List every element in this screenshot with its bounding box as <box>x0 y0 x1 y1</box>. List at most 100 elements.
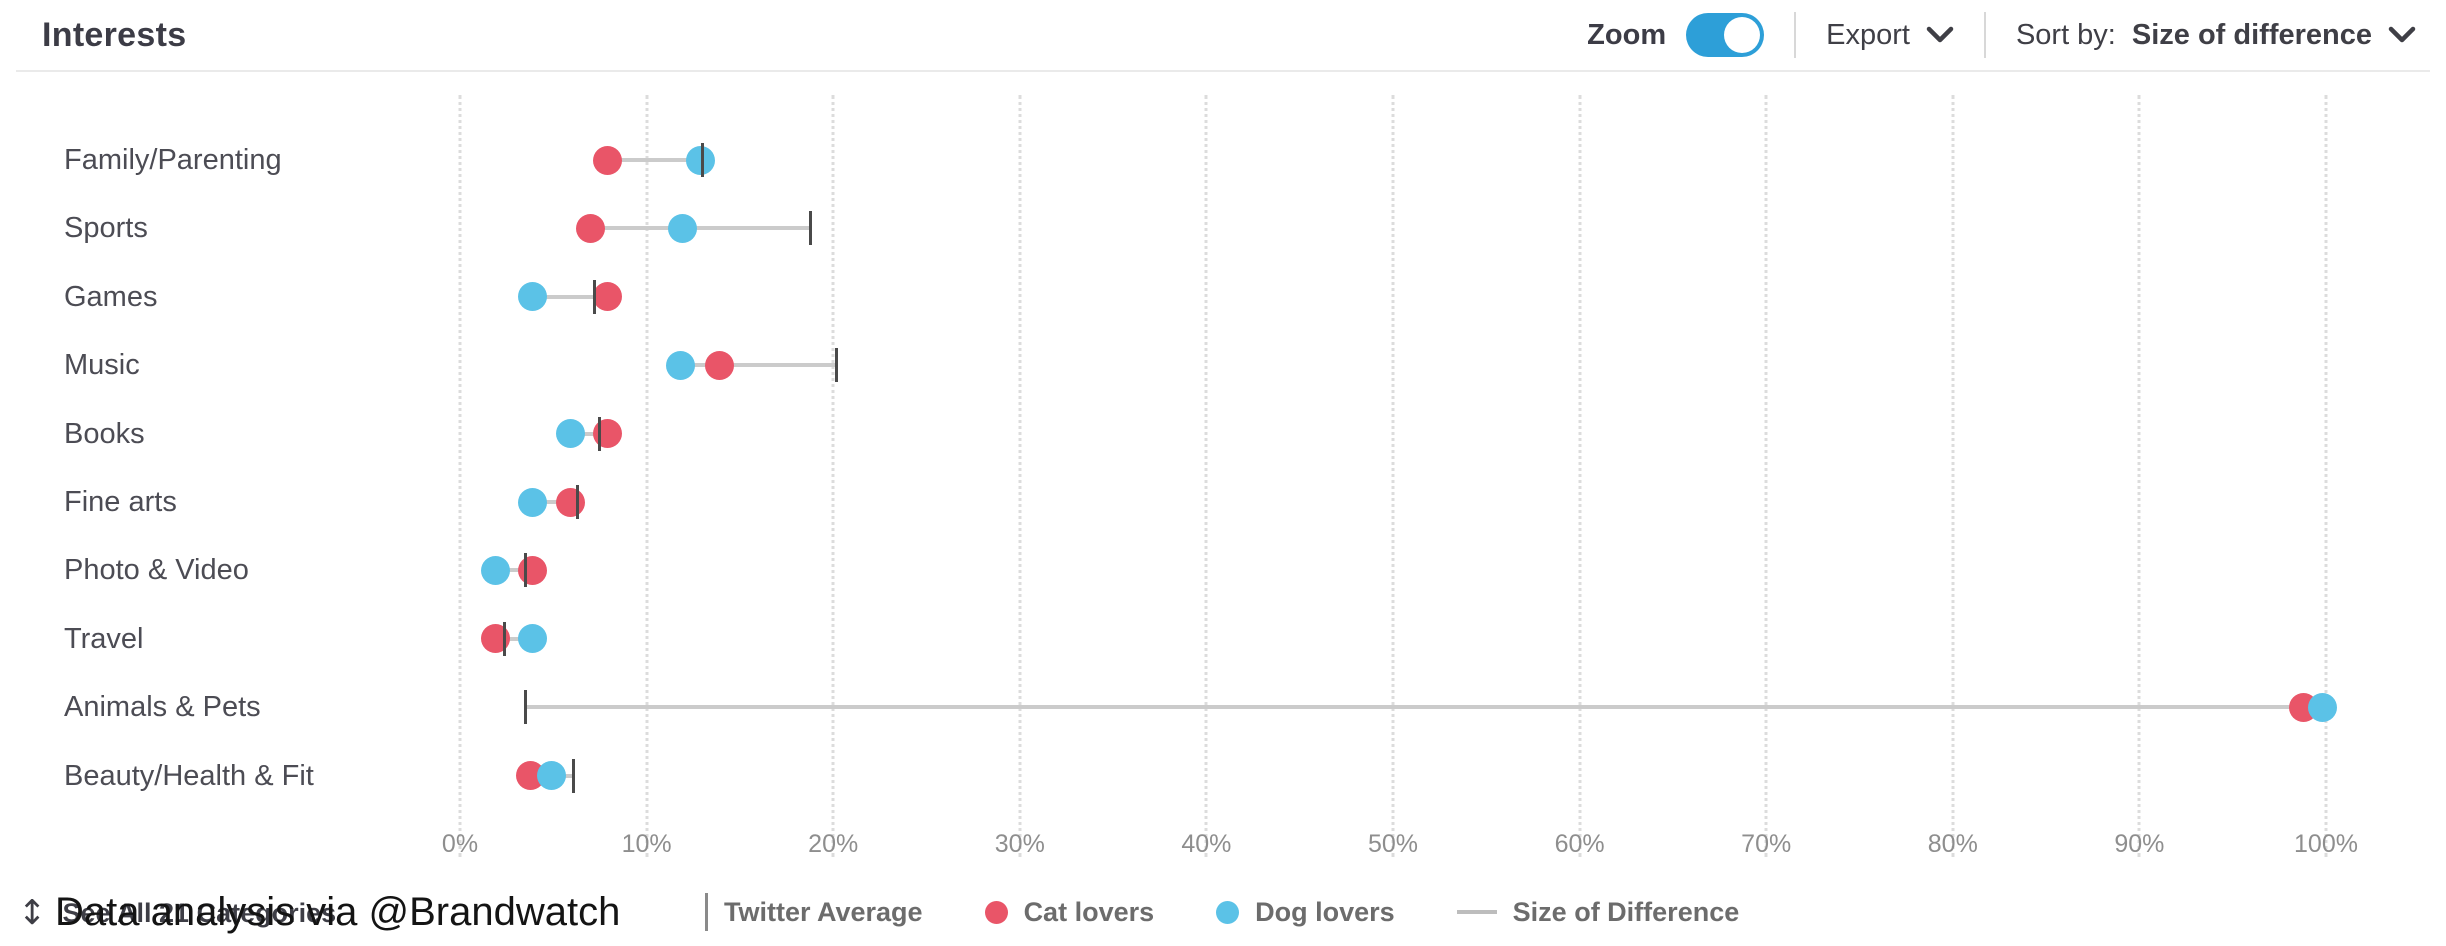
gridline <box>1764 95 1768 857</box>
chevron-down-icon <box>1926 19 1954 52</box>
category-label: Fine arts <box>64 486 177 518</box>
cat-lovers-dot[interactable] <box>555 487 585 517</box>
dog-lovers-dot[interactable] <box>518 282 548 312</box>
chevron-down-icon <box>2388 19 2416 52</box>
header-divider <box>1983 12 1986 58</box>
category-label: Animals & Pets <box>64 691 261 724</box>
cat-lovers-dot[interactable] <box>518 555 548 585</box>
gridline <box>1391 95 1395 857</box>
tick-marker-icon <box>705 893 708 931</box>
header-controls: Zoom Export Sort by: Size of difference <box>1587 12 2416 58</box>
x-axis-tick-label: 90% <box>2114 830 2165 858</box>
x-axis-tick-label: 20% <box>808 830 859 858</box>
twitter-average-tick <box>523 553 527 588</box>
chart-area: ↕ See All 21 Categories 0% 10% 20% 30% 40% 50… <box>0 72 2446 930</box>
category-label: Sports <box>64 212 148 245</box>
category-label: Beauty/Health & Fit <box>64 759 314 792</box>
size-of-difference-line <box>680 363 837 368</box>
dog-lovers-dot[interactable] <box>536 761 566 791</box>
export-button[interactable]: Export <box>1826 19 1954 52</box>
gridline <box>1951 95 1955 857</box>
x-axis-tick-label: 100% <box>2294 830 2358 858</box>
twitter-average-tick <box>701 143 705 177</box>
category-label: Music <box>64 349 140 382</box>
sort-by-label: Sort by: <box>2015 18 2116 51</box>
size-of-difference-line <box>532 500 578 504</box>
size-of-difference-line <box>607 158 703 162</box>
gridline <box>458 95 462 857</box>
cat-lovers-dot[interactable] <box>576 213 606 243</box>
dog-lovers-dot[interactable] <box>667 213 697 243</box>
size-of-difference-line <box>590 226 811 231</box>
size-of-difference-line <box>570 431 608 436</box>
twitter-average-tick <box>598 416 602 451</box>
x-axis-tick-label: 0% <box>441 830 479 858</box>
gridline <box>645 95 649 857</box>
cat-lovers-dot[interactable] <box>704 350 734 380</box>
toggle-knob <box>1724 17 1761 53</box>
twitter-average-tick <box>809 211 813 246</box>
x-axis-tick-label: 30% <box>994 830 1045 858</box>
cat-lovers-dot[interactable] <box>592 282 622 312</box>
gridline <box>1018 95 1022 857</box>
line-marker-icon <box>1456 910 1497 914</box>
widget-header: Interests Zoom Export Sort by: Size of d… <box>0 0 2446 70</box>
chart-legend: Twitter Average Cat lovers Dog lovers Size … <box>705 893 1739 931</box>
category-label: Games <box>64 280 158 313</box>
x-axis-tick-label: 70% <box>1741 830 1792 858</box>
gridline <box>831 95 835 857</box>
sort-by-control[interactable]: Sort by: Size of difference <box>2016 19 2416 52</box>
legend-item-twitter-average[interactable]: Twitter Average <box>705 893 923 931</box>
up-down-arrow-icon: ↕ <box>18 893 47 933</box>
header-divider <box>1794 12 1797 58</box>
legend-label: Twitter Average <box>724 896 923 927</box>
x-axis-tick-label: 80% <box>1927 830 1978 858</box>
dog-lovers-dot[interactable] <box>480 555 510 585</box>
x-axis-tick-label: 10% <box>621 830 672 858</box>
zoom-label: Zoom <box>1587 18 1667 51</box>
twitter-average-tick <box>576 485 580 519</box>
dog-lovers-dot[interactable] <box>518 624 548 654</box>
zoom-toggle[interactable] <box>1686 13 1765 57</box>
twitter-average-tick <box>835 348 839 383</box>
legend-label: Size of Difference <box>1512 896 1740 927</box>
cat-lovers-dot[interactable] <box>592 419 622 449</box>
size-of-difference-line <box>495 568 533 573</box>
dog-lovers-dot[interactable] <box>518 487 548 517</box>
gridline <box>1204 95 1208 857</box>
x-axis-tick-label: 60% <box>1554 830 1605 858</box>
header-rule <box>16 70 2430 72</box>
chart-footer: Data analysis via @Brandwatch Twitter Av… <box>0 878 2446 946</box>
zoom-control: Zoom <box>1587 13 1765 57</box>
twitter-average-tick <box>523 690 527 725</box>
cat-lovers-dot[interactable] <box>592 145 622 175</box>
legend-label: Dog lovers <box>1255 896 1395 927</box>
x-axis-tick-label: 40% <box>1181 830 1232 858</box>
legend-item-cat-lovers[interactable]: Cat lovers <box>984 896 1155 928</box>
legend-item-size-of-difference[interactable]: Size of Difference <box>1456 896 1740 928</box>
dog-lovers-dot[interactable] <box>555 419 585 449</box>
dot-marker-icon <box>1216 900 1240 924</box>
see-all-categories-button[interactable]: ↕ See All 21 Categories <box>18 896 336 930</box>
export-label: Export <box>1826 18 1910 51</box>
category-label: Family/Parenting <box>64 144 282 176</box>
legend-item-dog-lovers[interactable]: Dog lovers <box>1216 897 1395 928</box>
gridline <box>2324 95 2328 857</box>
legend-label: Cat lovers <box>1023 896 1155 927</box>
dog-lovers-dot[interactable] <box>665 350 695 380</box>
twitter-average-tick <box>572 758 576 793</box>
dog-lovers-dot[interactable] <box>686 145 716 175</box>
category-label: Photo & Video <box>64 554 249 587</box>
twitter-average-tick <box>592 279 596 314</box>
dog-lovers-dot[interactable] <box>2307 692 2337 722</box>
category-label: Books <box>64 417 145 450</box>
see-all-label: See All 21 Categories <box>62 897 337 928</box>
x-axis-tick-label: 50% <box>1367 830 1419 858</box>
dot-marker-icon <box>984 900 1008 924</box>
twitter-average-tick <box>503 621 507 656</box>
gridline <box>2137 95 2141 857</box>
size-of-difference-line <box>532 294 608 299</box>
caption-text: Data analysis via @Brandwatch <box>55 889 621 934</box>
gridline <box>1578 95 1582 857</box>
sort-by-value: Size of difference <box>2131 18 2372 51</box>
